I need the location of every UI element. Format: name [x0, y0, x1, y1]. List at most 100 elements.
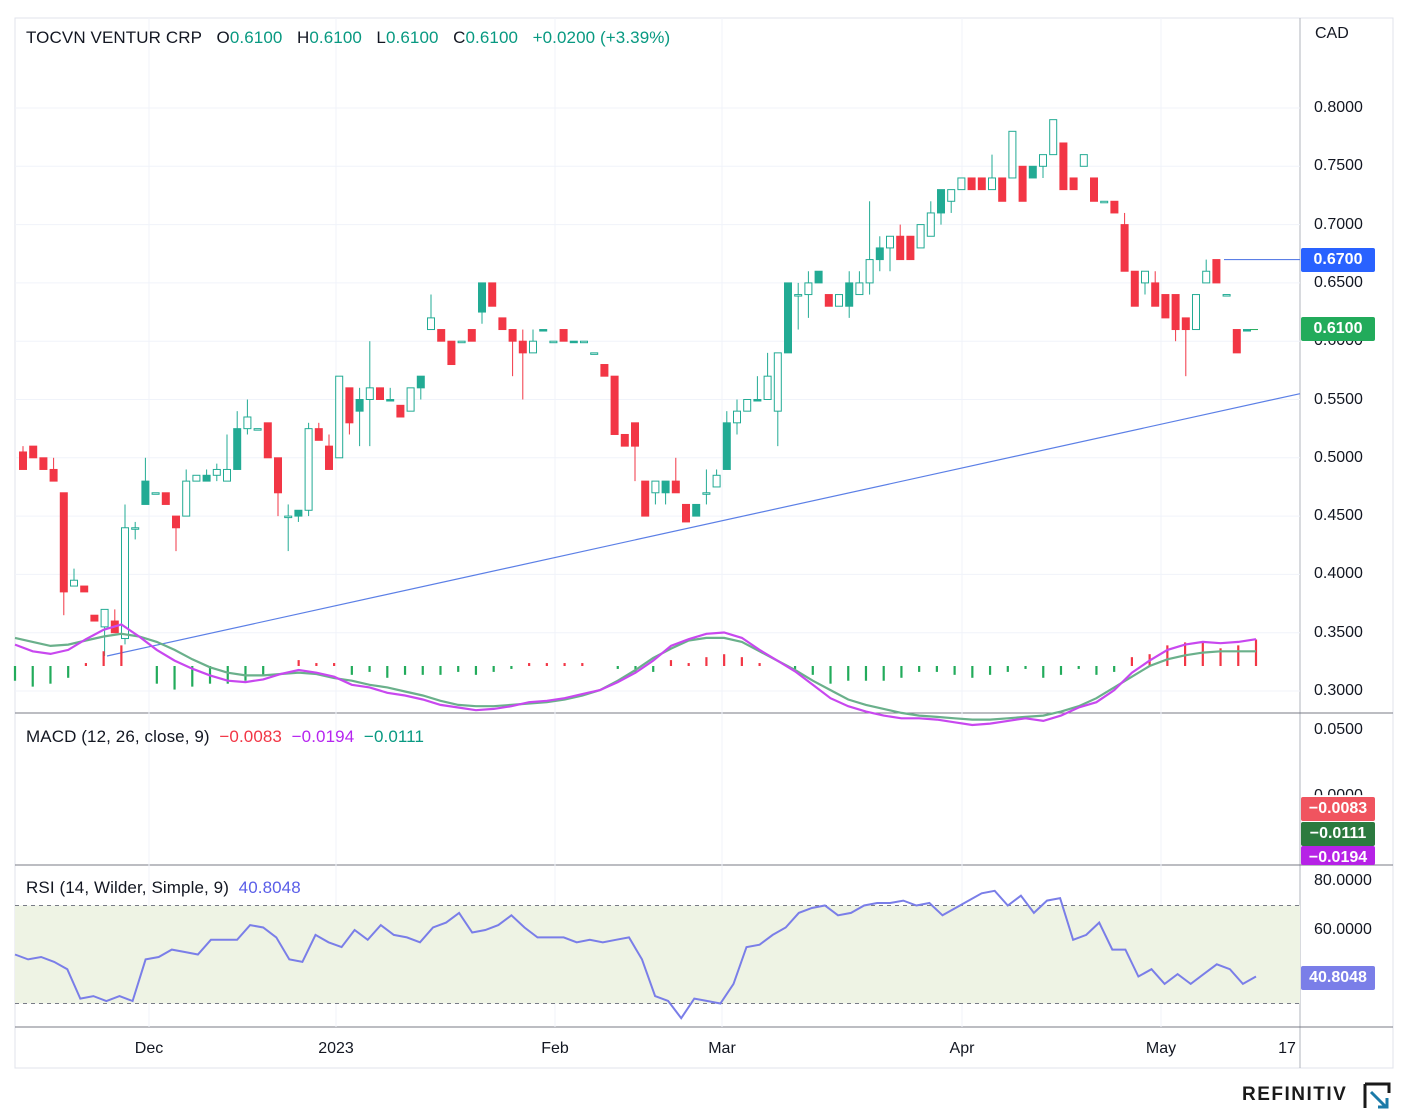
legend-close-value: 0.6100 [465, 28, 519, 47]
brand-logo-text: REFINITIV [1242, 1084, 1348, 1105]
candle-body [1039, 154, 1047, 167]
candle-body [427, 317, 435, 331]
candle-body [437, 329, 446, 342]
candle-body [182, 480, 191, 517]
candle-body [1090, 177, 1098, 202]
price-tick-label: 0.7000 [1314, 215, 1363, 233]
x-label-may: May [1145, 1040, 1177, 1057]
candle-body [702, 492, 711, 495]
candle-body [284, 515, 293, 519]
candle-body [926, 212, 935, 237]
candle-body [906, 235, 915, 261]
candle-body [1069, 177, 1078, 191]
candle-body [274, 457, 282, 494]
candle-body [896, 235, 905, 261]
candle-body [365, 387, 374, 400]
candle-body [1130, 270, 1139, 307]
candle-body [355, 399, 364, 412]
price-tick-label: 0.3000 [1314, 682, 1363, 699]
candle-body [172, 515, 180, 529]
macd-hist-tag: −0.0083 [1301, 797, 1375, 821]
chart-frame [14, 17, 1394, 1069]
trend-line [106, 393, 1301, 657]
rsi-value: 40.8048 [238, 878, 301, 897]
price-legend: TOCVN VENTUR CRP O0.6100 H0.6100 L0.6100… [26, 28, 670, 48]
macd-title: MACD (12, 26, close, 9) [26, 727, 210, 746]
candle-body [192, 474, 201, 482]
candle-body [886, 235, 894, 249]
candle-body [1222, 294, 1231, 297]
candle-body [835, 294, 843, 307]
candle-body [1232, 329, 1241, 354]
candle-body [549, 340, 558, 344]
candle-body [396, 404, 405, 418]
candle-body [1059, 142, 1068, 191]
legend-open-label: O [216, 28, 230, 47]
candle-body [59, 492, 68, 593]
macd-signal-tag: −0.0111 [1301, 822, 1375, 846]
legend-low-label: L [376, 28, 386, 47]
candle-body [1018, 165, 1027, 202]
candle-body [865, 259, 874, 284]
candle-body [1181, 317, 1190, 331]
candle-body [70, 579, 78, 587]
candle-body [967, 177, 976, 191]
x-label-2023: 2023 [318, 1040, 354, 1057]
rsi-tag: 40.8048 [1301, 966, 1375, 990]
candle-body [1100, 200, 1109, 204]
candle-body [671, 480, 680, 494]
candle-body [457, 340, 466, 344]
candle-body [580, 340, 588, 344]
x-label-feb: Feb [541, 1040, 569, 1057]
candle-body [937, 189, 945, 214]
candle-body [263, 422, 272, 459]
candle-body [416, 375, 425, 389]
candle-body [202, 474, 211, 482]
candle-body [508, 329, 517, 342]
candle-body [1110, 200, 1119, 214]
candle-body [1141, 270, 1149, 284]
last-price-tag: 0.6100 [1301, 317, 1375, 341]
price-tick-label: 0.8000 [1314, 99, 1363, 116]
candle-body [763, 375, 772, 400]
candle-body [977, 177, 986, 191]
candle-body [406, 387, 415, 412]
candle-body [651, 480, 660, 494]
price-tick-label: 0.4000 [1314, 565, 1363, 583]
candle-body [855, 282, 864, 296]
candle-body [90, 614, 99, 622]
candle-body [314, 428, 323, 441]
candle-body [1161, 294, 1170, 319]
candle-body [376, 387, 384, 400]
candle-body [161, 492, 170, 505]
candle-body [467, 329, 476, 342]
rsi-legend: RSI (14, Wilder, Simple, 9) 40.8048 [26, 878, 301, 898]
candle-body [518, 340, 527, 354]
rsi-line [14, 889, 1257, 1020]
rsi-tick-1: 60.0000 [1314, 921, 1372, 938]
candle-body [488, 282, 497, 307]
candle-body [1171, 294, 1180, 331]
candle-body [223, 468, 231, 482]
candle-body [610, 375, 619, 435]
candle-body [1212, 259, 1221, 284]
candle-body [661, 480, 670, 494]
candle-body [121, 527, 129, 640]
legend-high-label: H [296, 28, 310, 47]
candle-body [1008, 130, 1017, 179]
candle-body [80, 585, 89, 593]
candle-body [1151, 282, 1160, 307]
currency-label: CAD [1315, 25, 1349, 42]
candle-body [631, 422, 639, 447]
candle-body [325, 445, 333, 470]
candle-body [1049, 119, 1058, 156]
candle-body [722, 422, 731, 470]
candle-body [131, 527, 140, 530]
candle-body [600, 364, 609, 377]
candle-body [773, 352, 782, 412]
price-tick-label: 0.7500 [1314, 157, 1363, 175]
legend-low-value: 0.6100 [385, 28, 439, 47]
candle-body [957, 177, 966, 191]
candle-body [804, 282, 813, 296]
